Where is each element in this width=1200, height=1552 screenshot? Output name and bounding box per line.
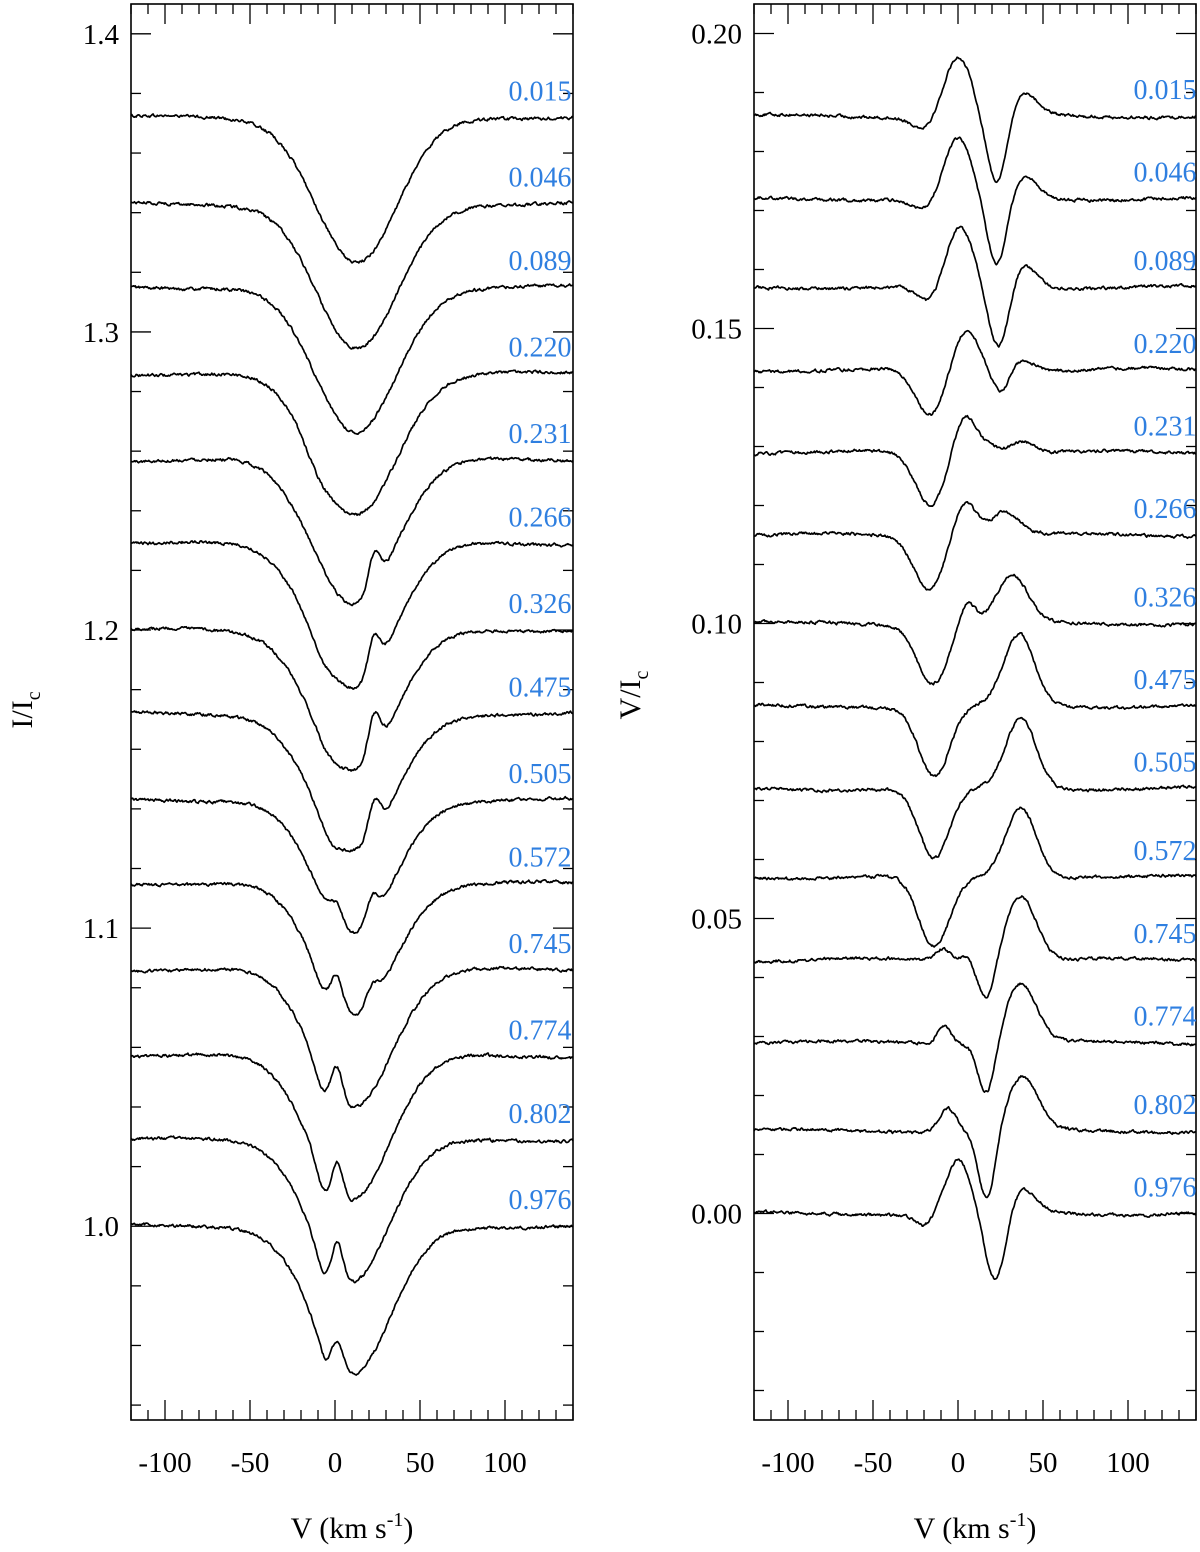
spectrum-line-0.231 — [753, 414, 1197, 507]
spectrum-line-0.266 — [130, 540, 574, 690]
spectrum-line-0.015 — [130, 113, 574, 264]
y-tick-label: 1.0 — [83, 1211, 119, 1243]
phase-label: 0.505 — [1134, 748, 1197, 779]
spectrum-line-0.976 — [130, 1222, 574, 1376]
spectrum-line-0.089 — [130, 283, 574, 436]
y-tick-label: 0.00 — [691, 1199, 742, 1231]
y-tick-label: 1.1 — [83, 913, 119, 945]
phase-label: 0.774 — [1134, 1001, 1197, 1032]
x-tick-label: -50 — [854, 1447, 893, 1479]
spectrum-line-0.326 — [753, 573, 1197, 686]
phase-label: 0.015 — [1134, 75, 1197, 106]
spectrum-line-0.774 — [753, 982, 1197, 1093]
y-tick-label: 0.10 — [691, 609, 742, 641]
phase-label: 0.231 — [1134, 411, 1197, 442]
intensity-panel: -100 -50 0 50 100 1.0 1.1 1.2 1.3 1.4 V (km s-1) I/… — [6, 3, 574, 1545]
spectrum-line-0.505 — [753, 716, 1197, 860]
y-axis-label: V/Ic — [614, 670, 653, 719]
spectrum-line-0.089 — [753, 225, 1197, 348]
x-tick-label: 50 — [406, 1447, 435, 1479]
phase-label: 0.475 — [509, 672, 572, 703]
phase-label: 0.231 — [509, 419, 572, 450]
spectrum-line-0.572 — [753, 806, 1197, 948]
phase-label: 0.976 — [1134, 1173, 1197, 1204]
spectrum-line-0.976 — [753, 1158, 1197, 1281]
x-tick-label: 0 — [328, 1447, 343, 1479]
phase-label: 0.572 — [1134, 836, 1197, 867]
x-tick-label: -100 — [138, 1447, 191, 1479]
phase-label: 0.572 — [509, 842, 572, 873]
spectrum-line-0.475 — [130, 710, 574, 853]
spectrum-line-0.046 — [130, 200, 574, 350]
stokes-v-panel: -100 -50 0 50 100 0.00 0.05 0.10 0.15 0.20 V (km s… — [614, 3, 1197, 1545]
x-tick-label: -100 — [761, 1447, 814, 1479]
spectrum-line-0.774 — [130, 1052, 574, 1203]
phase-label: 0.326 — [509, 589, 572, 620]
phase-label: 0.475 — [1134, 665, 1197, 696]
spectrum-line-0.015 — [753, 56, 1197, 184]
x-tick-label: 100 — [1106, 1447, 1150, 1479]
spectrum-line-0.802 — [130, 1135, 574, 1284]
phase-label: 0.774 — [509, 1015, 572, 1046]
phase-label: 0.220 — [509, 333, 572, 364]
spectrum-line-0.745 — [753, 895, 1197, 999]
phase-label: 0.802 — [509, 1099, 572, 1130]
y-tick-label: 0.05 — [691, 904, 742, 936]
x-tick-label: -50 — [231, 1447, 270, 1479]
phase-label: 0.505 — [509, 759, 572, 790]
phase-label: 0.802 — [1134, 1090, 1197, 1121]
plot-frame — [753, 3, 1197, 1421]
phase-label: 0.015 — [509, 76, 572, 107]
phase-label: 0.266 — [509, 503, 572, 534]
y-axis-label: I/Ic — [6, 691, 45, 728]
spectrum-line-0.802 — [753, 1075, 1197, 1199]
spectrum-line-0.505 — [130, 795, 574, 935]
phase-label: 0.976 — [509, 1185, 572, 1216]
spectrum-line-0.326 — [130, 625, 574, 772]
phase-label: 0.220 — [1134, 329, 1197, 360]
spectrum-line-0.231 — [130, 456, 574, 607]
y-tick-label: 0.15 — [691, 314, 742, 346]
y-tick-label: 1.2 — [83, 615, 119, 647]
spectrum-line-0.475 — [753, 631, 1197, 778]
x-tick-label: 100 — [483, 1447, 527, 1479]
x-tick-label: 0 — [951, 1447, 966, 1479]
phase-label: 0.326 — [1134, 583, 1197, 614]
phase-label: 0.745 — [1134, 919, 1197, 950]
phase-label: 0.046 — [1134, 158, 1197, 189]
x-tick-label: 50 — [1029, 1447, 1058, 1479]
phase-label: 0.089 — [1134, 246, 1197, 277]
phase-label: 0.089 — [509, 246, 572, 277]
x-axis-label: V (km s-1) — [291, 1509, 414, 1545]
spectrum-line-0.220 — [130, 369, 574, 517]
x-axis-label: V (km s-1) — [914, 1509, 1037, 1545]
phase-label: 0.745 — [509, 929, 572, 960]
spectrum-line-0.266 — [753, 500, 1197, 591]
y-tick-label: 0.20 — [691, 19, 742, 51]
spectrum-line-0.745 — [130, 965, 574, 1109]
spectrum-line-0.046 — [753, 136, 1197, 266]
y-tick-label: 1.3 — [83, 317, 119, 349]
phase-label: 0.266 — [1134, 494, 1197, 525]
phase-label: 0.046 — [509, 163, 572, 194]
y-tick-label: 1.4 — [83, 19, 120, 51]
spectrum-line-0.572 — [130, 878, 574, 1016]
spectrum-line-0.220 — [753, 329, 1197, 416]
